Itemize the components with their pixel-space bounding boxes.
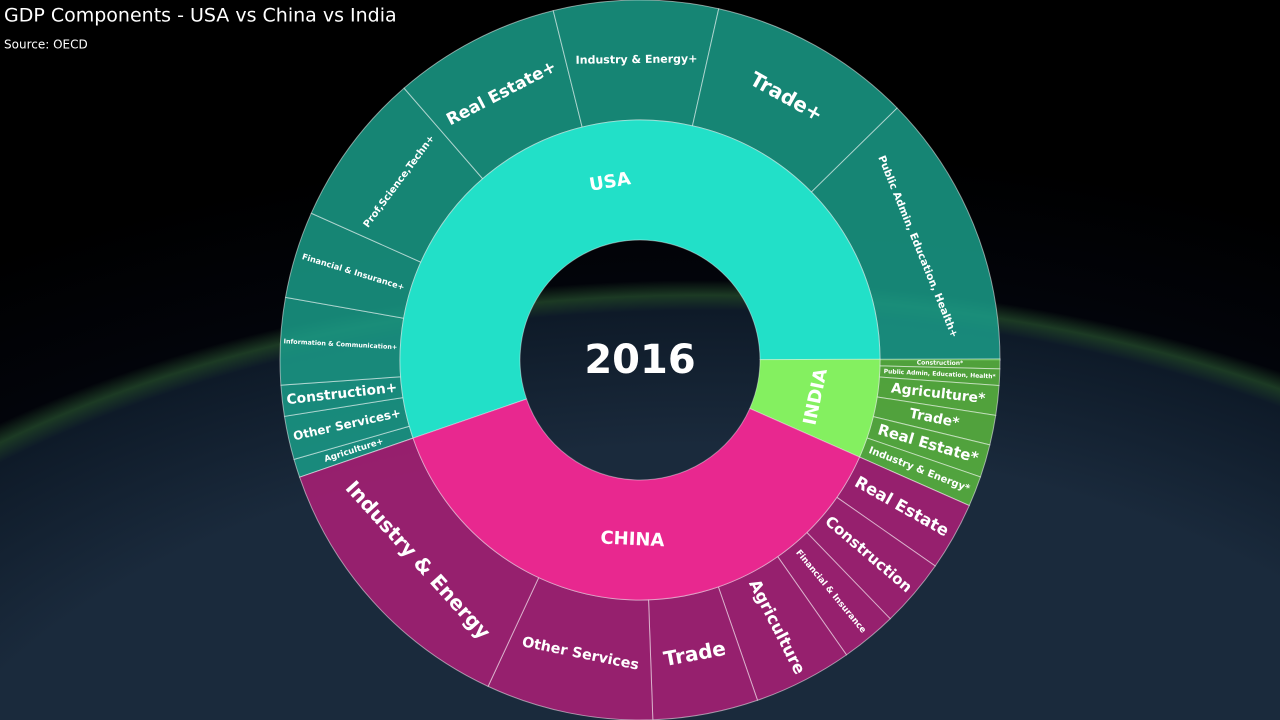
segment-label: CHINA	[600, 527, 665, 551]
segment-label: Industry & Energy+	[576, 52, 698, 66]
center-label: 2016	[584, 337, 695, 383]
chart-subtitle: Source: OECD	[4, 38, 88, 52]
inner-segment	[399, 119, 881, 439]
segment-label: Construction*	[917, 359, 964, 367]
sunburst: Agriculture+Other Services+Construction+…	[279, 0, 1001, 720]
inner-segment	[412, 398, 861, 601]
chart-title: GDP Components - USA vs China vs India	[4, 5, 397, 27]
